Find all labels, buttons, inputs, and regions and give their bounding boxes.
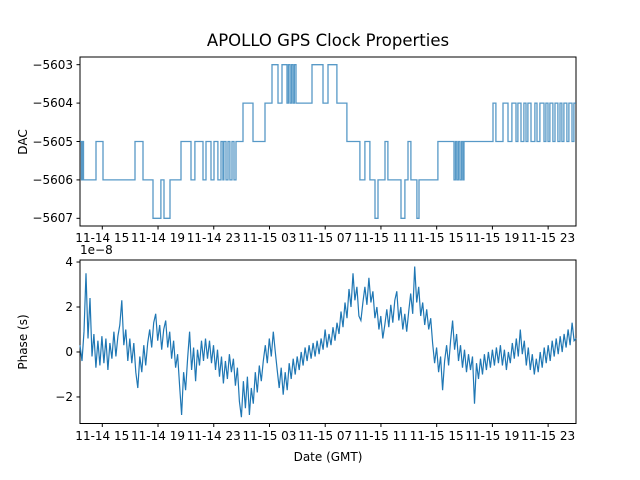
phase-y-axis-label: Phase (s) xyxy=(16,314,30,370)
x-tick-label: 11-15 03 xyxy=(242,428,297,443)
x-tick-label: 11-14 19 xyxy=(131,428,185,443)
x-tick-label: 11-15 23 xyxy=(521,428,576,443)
y-tick-label: −5604 xyxy=(32,96,73,111)
x-tick-label: 11-14 15 xyxy=(75,231,130,245)
y-tick-label: −5606 xyxy=(32,172,73,187)
x-tick-label: 11-14 19 xyxy=(131,231,185,245)
y-tick-label: −2 xyxy=(55,389,73,404)
x-tick-label: 11-15 03 xyxy=(242,231,297,245)
x-tick-label: 11-15 11 xyxy=(353,231,408,245)
x-tick-label: 11-15 11 xyxy=(353,428,408,443)
chart-title: APOLLO GPS Clock Properties xyxy=(206,31,450,50)
x-tick-label: 11-15 23 xyxy=(521,231,576,245)
x-tick-label: 11-14 15 xyxy=(75,428,130,443)
x-tick-label: 11-15 15 xyxy=(409,428,464,443)
x-tick-label: 11-15 07 xyxy=(298,231,353,245)
phase-line xyxy=(79,266,577,418)
y-axis-offset-text: 1e−8 xyxy=(80,243,113,257)
y-tick-label: 4 xyxy=(65,255,73,270)
y-tick-label: −5605 xyxy=(32,134,73,149)
x-tick-label: 11-15 19 xyxy=(465,231,520,245)
y-tick-label: −5607 xyxy=(32,211,73,226)
x-tick-label: 11-14 23 xyxy=(186,231,241,245)
y-tick-label: −5603 xyxy=(32,57,73,72)
x-axis-label: Date (GMT) xyxy=(293,450,363,464)
y-tick-label: 2 xyxy=(65,300,73,314)
x-tick-label: 11-15 15 xyxy=(409,231,464,245)
axes-spines-phase xyxy=(79,259,577,424)
x-tick-label: 11-14 23 xyxy=(186,428,241,443)
y-tick-label: 0 xyxy=(65,344,73,359)
x-tick-label: 11-15 07 xyxy=(298,428,353,443)
x-tick-label: 11-15 19 xyxy=(465,428,520,443)
dac-line xyxy=(80,64,576,219)
